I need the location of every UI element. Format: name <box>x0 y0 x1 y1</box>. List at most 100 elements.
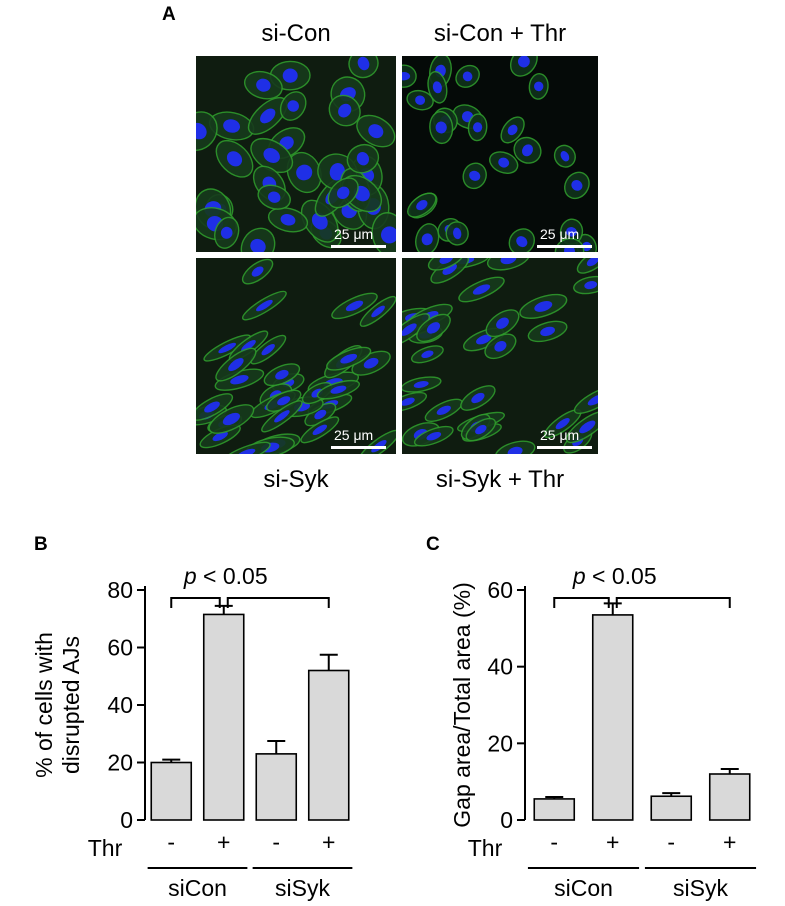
nucleus <box>522 144 533 157</box>
cell <box>261 400 303 433</box>
cell <box>351 350 391 376</box>
nucleus <box>402 323 417 336</box>
title-si-con: si-Con <box>261 20 331 47</box>
y-tick-label: 80 <box>107 577 133 603</box>
nucleus <box>413 381 429 388</box>
cell <box>402 391 428 412</box>
nucleus <box>371 305 385 318</box>
x-tick-label: - <box>167 829 175 855</box>
nucleus <box>287 100 299 112</box>
bar <box>650 795 693 821</box>
cell <box>402 376 442 393</box>
scale-bar-label-3: 25 μm <box>334 427 374 443</box>
cell <box>527 320 568 343</box>
nucleus <box>226 151 243 167</box>
cell <box>215 347 257 382</box>
cell <box>455 64 480 88</box>
nucleus <box>340 353 358 364</box>
cell <box>279 91 307 121</box>
nucleus <box>579 420 596 434</box>
micrograph-si-con <box>196 56 396 252</box>
nucleus <box>426 322 441 334</box>
micrograph-si-syk-thr <box>402 258 598 454</box>
cell <box>415 223 440 252</box>
cell <box>241 258 274 285</box>
nucleus <box>496 317 509 329</box>
cell <box>208 404 255 434</box>
nucleus <box>222 412 240 426</box>
nucleus <box>237 448 256 454</box>
nucleus <box>230 375 249 385</box>
nucleus <box>311 212 328 230</box>
y-tick-label: 60 <box>487 577 513 603</box>
significance-label: p < 0.05 <box>183 563 268 589</box>
cell <box>519 293 568 319</box>
cell <box>243 70 283 100</box>
x-tick-label: - <box>667 829 675 855</box>
cell <box>407 192 437 218</box>
scale-bar-4 <box>537 446 592 449</box>
scale-bar-2 <box>537 245 592 248</box>
cell <box>327 177 359 209</box>
nucleus <box>250 238 266 252</box>
nucleus <box>256 78 271 92</box>
cell <box>250 137 294 174</box>
nucleus <box>196 122 207 140</box>
cell <box>485 309 520 338</box>
title-si-con-thr: si-Con + Thr <box>433 20 567 47</box>
bar <box>255 753 298 821</box>
nucleus <box>228 358 244 372</box>
nucleus <box>564 244 575 252</box>
y-tick-label: 40 <box>487 654 513 680</box>
nucleus <box>267 191 281 203</box>
cell <box>328 94 361 127</box>
nucleus <box>336 186 350 200</box>
cell <box>410 345 444 364</box>
cell <box>331 292 378 320</box>
cell <box>494 440 536 454</box>
panel-label: B <box>34 534 48 555</box>
nucleus <box>500 258 517 265</box>
nucleus <box>586 258 598 267</box>
cell <box>427 71 448 104</box>
nucleus <box>555 418 570 430</box>
nucleus <box>212 431 228 442</box>
nucleus <box>356 152 370 166</box>
nucleus <box>402 71 411 81</box>
cell <box>445 221 469 246</box>
nucleus <box>218 342 237 354</box>
nucleus <box>494 340 507 352</box>
micrograph-si-con-thr <box>402 56 598 252</box>
bar <box>202 613 245 821</box>
nucleus <box>472 284 491 295</box>
nucleus <box>363 357 379 369</box>
group-label: siCon <box>168 875 227 901</box>
nucleus <box>471 392 485 404</box>
cell <box>359 295 396 327</box>
x-tick-label: - <box>550 829 558 855</box>
nucleus <box>587 394 598 406</box>
cell <box>486 258 531 271</box>
cell <box>300 416 340 444</box>
nucleus <box>453 227 462 240</box>
cell <box>316 379 360 400</box>
nucleus <box>241 339 256 352</box>
cell <box>356 114 396 148</box>
panel-label: C <box>426 534 440 555</box>
cell <box>484 333 517 360</box>
nucleus <box>204 401 220 413</box>
cell <box>406 89 434 111</box>
nucleus <box>533 81 544 92</box>
nucleus <box>507 124 518 136</box>
cell <box>241 290 287 321</box>
cell <box>489 151 519 174</box>
nucleus <box>357 56 370 71</box>
row-label: Thr <box>88 835 123 861</box>
significance-bracket <box>615 597 731 608</box>
nucleus <box>402 397 415 406</box>
title-si-syk-thr: si-Syk + Thr <box>435 466 565 493</box>
cell <box>196 393 234 421</box>
nucleus <box>534 300 553 312</box>
significance-bracket <box>226 597 330 608</box>
significance-label: p < 0.05 <box>572 563 657 589</box>
